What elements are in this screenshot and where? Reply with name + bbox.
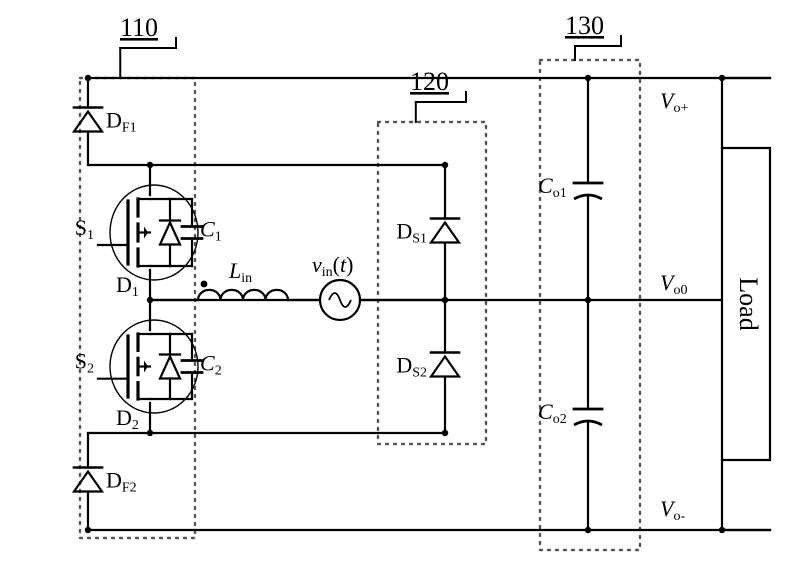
diode-df1 bbox=[74, 112, 102, 132]
mosfet-s1-s-label: S1 bbox=[75, 215, 94, 243]
load-label: Load bbox=[734, 277, 763, 330]
inductor-lin bbox=[198, 290, 288, 300]
box-110-label: 110 bbox=[120, 13, 158, 42]
cap-co1-label: Co1 bbox=[538, 173, 567, 201]
label-vo0: Vo0 bbox=[660, 270, 687, 298]
diode-ds1 bbox=[431, 223, 459, 243]
label-lin: Lin bbox=[228, 258, 252, 286]
diode-ds2 bbox=[431, 357, 459, 377]
diode-df2 bbox=[74, 472, 102, 492]
label-vo-plus: Vo+ bbox=[660, 88, 688, 116]
mosfet-s1-c-label: C1 bbox=[200, 217, 222, 245]
diode-df2-label: DF2 bbox=[106, 468, 137, 496]
box-130 bbox=[540, 60, 640, 550]
diode-ds1-label: DS1 bbox=[396, 219, 427, 247]
box-110 bbox=[80, 78, 195, 538]
box-130-label: 130 bbox=[565, 11, 604, 40]
mosfet-s2-s-label: S2 bbox=[75, 349, 94, 377]
label-vo-minus: Vo- bbox=[660, 496, 685, 524]
label-vin: vin(t) bbox=[312, 252, 353, 280]
circuit-diagram: 110120130DF1DF2S1C1D1S2C2D2Linvin(t)DS1D… bbox=[0, 0, 800, 581]
box-120 bbox=[378, 122, 486, 444]
box-120-label: 120 bbox=[410, 67, 449, 96]
diode-df1-label: DF1 bbox=[106, 108, 137, 136]
cap-co2-label: Co2 bbox=[538, 399, 567, 427]
mosfet-s2-c-label: C2 bbox=[200, 351, 222, 379]
diode-ds2-label: DS2 bbox=[396, 353, 427, 381]
